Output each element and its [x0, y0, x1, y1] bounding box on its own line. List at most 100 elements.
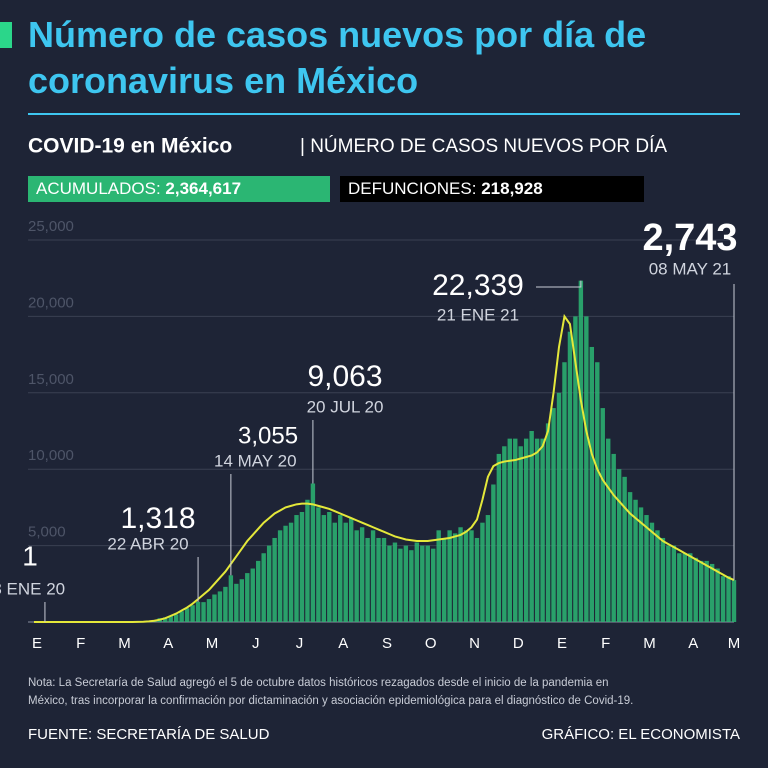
bar — [644, 515, 649, 622]
bar — [480, 522, 485, 622]
credit: GRÁFICO: EL ECONOMISTA — [542, 726, 740, 743]
total-value: 218,928 — [481, 179, 542, 198]
bar — [256, 560, 261, 622]
bar — [731, 580, 737, 622]
annotation-date: 22 ABR 20 — [107, 534, 188, 553]
bar — [518, 446, 523, 622]
x-tick-label: J — [252, 635, 260, 652]
bar — [316, 507, 321, 622]
bar — [414, 542, 420, 622]
bar — [627, 492, 633, 622]
bar — [381, 537, 387, 622]
bar — [261, 553, 266, 622]
bar — [595, 362, 600, 622]
bar — [173, 614, 179, 622]
bar — [305, 499, 310, 622]
total-value: 2,364,617 — [165, 179, 241, 198]
bar — [365, 537, 370, 622]
bar — [234, 583, 239, 622]
bar — [540, 438, 545, 622]
bar — [283, 525, 288, 622]
bar — [431, 548, 436, 622]
total: DEFUNCIONES: 218,928 — [348, 179, 543, 198]
annotation-value: 1 — [22, 540, 38, 571]
annotation-date: 13 ENE 20 — [0, 579, 65, 598]
bar — [277, 530, 283, 622]
y-tick-label: 25,000 — [28, 218, 74, 235]
title: Número de casos nuevos por día de corona… — [28, 14, 647, 101]
note-line: México, tras incorporar la confirmación … — [28, 695, 633, 707]
bar — [671, 545, 677, 622]
x-tick-label: F — [76, 635, 85, 652]
total-box — [340, 176, 644, 202]
bar — [715, 568, 720, 622]
source: FUENTE: SECRETARÍA DE SALUD — [28, 726, 270, 743]
total-name: DEFUNCIONES: — [348, 179, 476, 198]
bar — [190, 605, 195, 622]
y-tick-label: 5,000 — [28, 524, 66, 541]
bar — [184, 608, 190, 622]
bar — [655, 530, 660, 622]
bar — [212, 594, 217, 622]
bar — [409, 550, 414, 622]
bar — [387, 545, 392, 622]
total-box — [28, 176, 330, 202]
x-tick-label: D — [513, 635, 524, 652]
bar — [223, 586, 228, 622]
bar — [403, 545, 409, 622]
note-line: Nota: La Secretaría de Salud agregó el 5… — [28, 677, 609, 689]
bar — [677, 553, 682, 622]
bar — [463, 530, 469, 622]
x-tick-label: J — [296, 635, 304, 652]
bar — [606, 438, 611, 622]
y-tick-label: 20,000 — [28, 294, 74, 311]
bar — [474, 537, 480, 622]
bar — [294, 515, 299, 622]
bar — [338, 515, 343, 622]
bar — [179, 611, 184, 622]
bar — [551, 408, 556, 622]
total: ACUMULADOS: 2,364,617 — [36, 179, 241, 198]
bar — [217, 591, 223, 622]
bar — [573, 316, 578, 622]
bar — [545, 423, 551, 622]
x-tick-label: F — [601, 635, 610, 652]
bar — [616, 469, 622, 622]
bar — [321, 515, 327, 622]
annotation-value: 3,055 — [238, 422, 298, 449]
bar — [638, 507, 644, 622]
annotation-date: 08 MAY 21 — [649, 259, 732, 278]
bar — [201, 602, 206, 622]
bar — [491, 484, 496, 622]
bar — [458, 527, 463, 622]
bar — [496, 453, 502, 622]
x-tick-label: M — [728, 635, 741, 652]
bar — [567, 331, 573, 622]
bar — [649, 522, 655, 622]
x-tick-label: M — [206, 635, 219, 652]
bar — [502, 446, 507, 622]
subtitle-bold: COVID-19 en México — [28, 135, 232, 158]
bar — [709, 563, 715, 622]
bar — [523, 438, 529, 622]
bar — [726, 576, 731, 622]
bar — [693, 557, 698, 622]
bar — [534, 438, 540, 622]
bar — [168, 615, 173, 622]
bar — [452, 533, 458, 622]
bar — [660, 537, 666, 622]
y-tick-label: 10,000 — [28, 447, 74, 464]
bar — [288, 522, 294, 622]
bar — [436, 530, 441, 622]
bar — [447, 530, 452, 622]
bar — [398, 548, 403, 622]
annotation-date: 21 ENE 21 — [437, 305, 519, 324]
bar — [441, 537, 447, 622]
annotation-leader — [536, 280, 582, 288]
bar — [348, 518, 354, 622]
bar — [578, 280, 584, 622]
bar — [513, 438, 518, 622]
annotation-value: 2,743 — [642, 217, 737, 259]
x-tick-label: M — [643, 635, 656, 652]
